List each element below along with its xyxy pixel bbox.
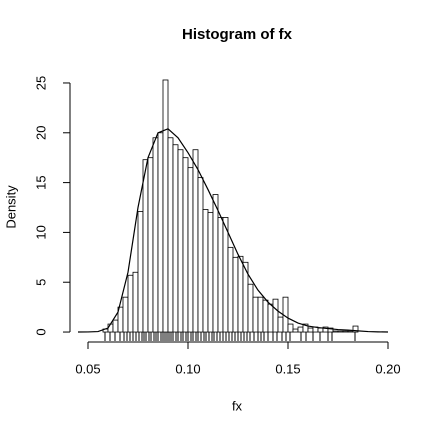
bar xyxy=(112,319,119,333)
bar xyxy=(187,167,194,333)
bar xyxy=(337,330,344,333)
y-tick-label: 5 xyxy=(33,279,48,286)
bar xyxy=(172,144,179,333)
x-tick-label: 0.15 xyxy=(275,361,300,376)
bar xyxy=(202,209,209,333)
bar xyxy=(217,217,224,333)
bar xyxy=(132,271,139,333)
y-tick-label: 0 xyxy=(33,328,48,335)
bar xyxy=(207,212,214,333)
bar xyxy=(137,211,144,333)
bar xyxy=(222,217,229,333)
y-tick-label: 15 xyxy=(33,175,48,189)
bar xyxy=(122,296,129,333)
bar xyxy=(272,298,279,333)
bar xyxy=(257,296,264,333)
bar xyxy=(107,323,114,333)
bar xyxy=(127,274,134,333)
x-axis-label: fx xyxy=(232,398,243,413)
bar xyxy=(327,327,334,333)
bar xyxy=(157,132,164,333)
bar xyxy=(332,330,339,333)
x-tick-label: 0.05 xyxy=(75,361,100,376)
bar xyxy=(197,177,204,333)
y-axis-label: Density xyxy=(3,185,18,229)
bar xyxy=(167,137,174,333)
y-tick-label: 25 xyxy=(33,76,48,90)
chart-title: Histogram of fx xyxy=(182,26,293,43)
x-tick-label: 0.10 xyxy=(175,361,200,376)
y-tick-label: 20 xyxy=(33,126,48,140)
bar xyxy=(317,327,324,333)
bar xyxy=(247,283,254,333)
bar xyxy=(192,149,199,333)
bar xyxy=(347,330,354,333)
bar xyxy=(267,303,274,333)
bar xyxy=(182,157,189,333)
bar xyxy=(262,299,269,333)
density-curve xyxy=(77,128,389,333)
bar xyxy=(252,296,259,333)
x-tick-label: 0.20 xyxy=(375,361,400,376)
y-tick-label: 10 xyxy=(33,225,48,239)
bar xyxy=(232,256,239,333)
bar xyxy=(307,327,314,333)
bar xyxy=(277,316,284,333)
bar xyxy=(162,79,169,333)
bar xyxy=(147,157,154,333)
bar xyxy=(152,137,159,333)
bar xyxy=(297,326,304,333)
bar xyxy=(292,328,299,333)
bar xyxy=(212,194,219,333)
bar xyxy=(352,325,359,333)
bar xyxy=(342,330,349,333)
bar xyxy=(227,246,234,333)
bar xyxy=(287,323,294,333)
bar xyxy=(177,149,184,333)
bar xyxy=(142,159,149,333)
bar xyxy=(237,255,244,333)
